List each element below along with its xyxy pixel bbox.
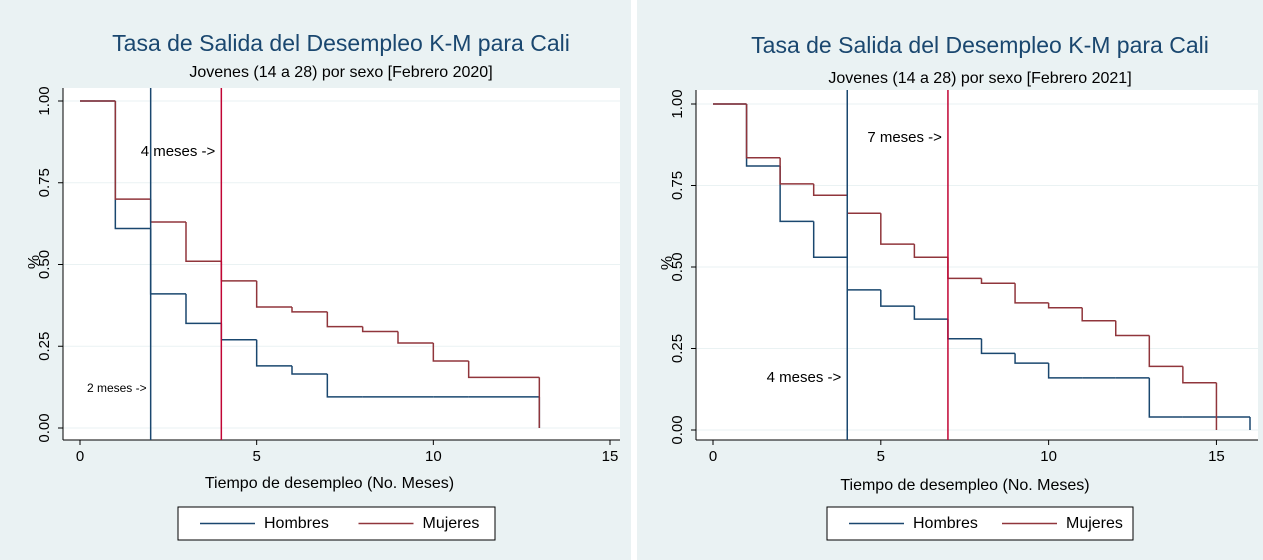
survival-step: [1014, 353, 1049, 364]
survival-step: [745, 104, 781, 159]
survival-step: [980, 338, 1016, 355]
survival-step: [326, 311, 363, 328]
survival-step: [291, 307, 328, 313]
chart-subtitle: Jovenes (14 a 28) por sexo [Febrero 2020…: [189, 64, 492, 81]
x-axis-label: Tiempo de desempleo (No. Meses): [205, 475, 454, 492]
survival-step: [880, 289, 915, 307]
survival-step: [361, 326, 398, 333]
legend-label: Mujeres: [1066, 515, 1123, 532]
survival-step: [1148, 335, 1183, 368]
survival-step: [255, 339, 292, 367]
legend-label: Mujeres: [423, 515, 480, 532]
survival-step: [432, 342, 469, 362]
annotation: 7 meses ->: [867, 129, 942, 146]
x-tick-label: 0: [709, 448, 717, 465]
survival-step: [913, 306, 948, 320]
legend-label: Hombres: [264, 515, 329, 532]
y-axis-label: %: [659, 256, 676, 270]
x-tick-label: 15: [602, 448, 619, 465]
survival-step: [326, 374, 363, 398]
y-tick-label: 0.50: [669, 252, 686, 281]
x-tick-label: 5: [877, 448, 885, 465]
annotation: 2 meses ->: [87, 381, 147, 395]
survival-step: [255, 280, 292, 308]
survival-step: [291, 365, 328, 375]
survival-step: [1148, 377, 1183, 418]
survival-step: [779, 157, 814, 185]
x-tick-label: 0: [76, 448, 84, 465]
y-tick-label: 0.00: [669, 415, 686, 444]
y-tick-label: 1.00: [36, 86, 53, 115]
y-tick-label: 0.00: [36, 413, 53, 442]
legend-label: Hombres: [913, 515, 978, 532]
survival-step: [185, 293, 222, 325]
y-tick-label: 0.25: [669, 334, 686, 363]
survival-step: [1115, 320, 1150, 337]
plot-area: [696, 90, 1258, 440]
survival-step: [1047, 302, 1083, 309]
survival-step: [812, 221, 848, 258]
survival-step: [185, 221, 222, 262]
x-tick-label: 15: [1208, 448, 1225, 465]
x-tick-label: 5: [252, 448, 260, 465]
chart-title: Tasa de Salida del Desempleo K-M para Ca…: [751, 32, 1209, 58]
survival-step: [114, 101, 151, 200]
chart-title: Tasa de Salida del Desempleo K-M para Ca…: [112, 30, 570, 56]
x-tick-label: 10: [1040, 448, 1057, 465]
survival-step: [1081, 307, 1116, 322]
annotation: 4 meses ->: [767, 369, 842, 386]
y-axis-label: %: [26, 255, 43, 269]
chart-subtitle: Jovenes (14 a 28) por sexo [Febrero 2021…: [828, 70, 1131, 87]
x-tick-label: 10: [425, 448, 442, 465]
y-tick-label: 0.50: [36, 250, 53, 279]
survival-step: [913, 244, 948, 258]
survival-step: [1047, 363, 1083, 379]
y-tick-label: 1.00: [669, 89, 686, 118]
survival-step: [1182, 366, 1217, 384]
survival-step: [467, 360, 504, 379]
y-tick-label: 0.75: [669, 171, 686, 200]
survival-step: [980, 278, 1016, 285]
x-axis-label: Tiempo de desempleo (No. Meses): [840, 477, 1089, 494]
y-tick-label: 0.75: [36, 168, 53, 197]
y-tick-label: 0.25: [36, 332, 53, 361]
survival-step: [397, 331, 434, 344]
survival-step: [812, 183, 848, 197]
survival-step: [880, 213, 915, 245]
survival-step: [1014, 283, 1049, 304]
annotation: 4 meses ->: [141, 143, 216, 160]
